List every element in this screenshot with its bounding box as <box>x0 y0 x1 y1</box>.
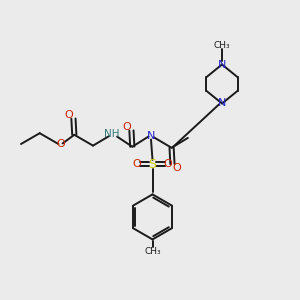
Text: CH₃: CH₃ <box>144 247 161 256</box>
Text: N: N <box>218 98 226 109</box>
Text: O: O <box>164 159 172 170</box>
Text: S: S <box>148 158 157 171</box>
Text: NH: NH <box>104 129 119 139</box>
Text: O: O <box>56 139 65 149</box>
Text: O: O <box>123 122 131 132</box>
Text: O: O <box>64 110 73 120</box>
Text: O: O <box>172 163 181 172</box>
Text: N: N <box>147 131 155 141</box>
Text: N: N <box>218 59 226 70</box>
Text: CH₃: CH₃ <box>214 41 230 50</box>
Text: O: O <box>133 159 141 170</box>
